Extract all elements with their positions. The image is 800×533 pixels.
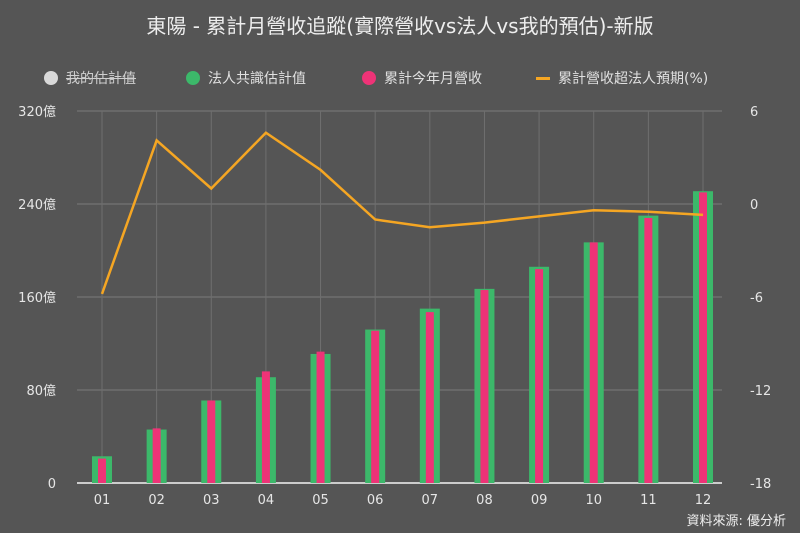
chart-title: 東陽 - 累計月營收追蹤(實際營收vs法人vs我的預估)-新版: [146, 14, 654, 38]
y-left-tick: 160億: [18, 290, 56, 306]
y-left-tick: 320億: [18, 104, 56, 120]
y-right-tick: -12: [750, 384, 771, 399]
x-tick: 02: [148, 493, 165, 508]
bar-actual[interactable]: [425, 312, 434, 483]
x-tick: 04: [258, 493, 275, 508]
x-tick: 03: [203, 493, 220, 508]
bar-actual[interactable]: [535, 269, 544, 483]
legend-item-consensus[interactable]: 法人共識估計值: [186, 68, 306, 88]
y-left-tick: 80億: [26, 383, 56, 399]
y-right-tick: -6: [750, 291, 763, 306]
bar-actual[interactable]: [152, 428, 161, 483]
line-surprise[interactable]: [100, 131, 704, 295]
bar-actual[interactable]: [207, 400, 216, 483]
legend-dot-icon: [186, 71, 200, 85]
y-right-tick: 6: [750, 105, 758, 120]
x-tick: 12: [695, 493, 712, 508]
legend-item-surprise[interactable]: 累計營收超法人預期(%): [536, 68, 708, 88]
x-tick: 06: [367, 493, 384, 508]
x-tick: 07: [422, 493, 439, 508]
bar-actual[interactable]: [644, 217, 653, 483]
legend-item-my-estimate[interactable]: 我的估計值: [44, 68, 136, 88]
x-tick: 08: [476, 493, 493, 508]
bar-actual[interactable]: [316, 351, 325, 483]
bar-actual[interactable]: [371, 330, 380, 483]
x-tick: 09: [531, 493, 548, 508]
legend-dot-icon: [362, 71, 376, 85]
legend: 我的估計值 法人共識估計值 累計今年月營收 累計營收超法人預期(%): [0, 68, 800, 90]
x-tick: 11: [640, 493, 657, 508]
bar-actual[interactable]: [261, 371, 270, 483]
legend-dot-icon: [44, 71, 58, 85]
bar-actual[interactable]: [699, 192, 707, 483]
y-left-tick: 0: [48, 477, 56, 492]
x-tick: 01: [94, 493, 111, 508]
x-tick: 10: [585, 493, 602, 508]
bar-actual[interactable]: [98, 458, 106, 483]
y-right-tick: 0: [750, 198, 758, 213]
x-tick: 05: [312, 493, 329, 508]
bar-actual[interactable]: [589, 242, 598, 483]
bar-actual[interactable]: [480, 290, 489, 483]
y-right-tick: -18: [750, 477, 771, 492]
legend-item-actual[interactable]: 累計今年月營收: [362, 68, 482, 88]
y-left-tick: 240億: [18, 197, 56, 213]
legend-line-icon: [536, 76, 550, 80]
data-source: 資料來源: 優分析: [686, 514, 786, 529]
